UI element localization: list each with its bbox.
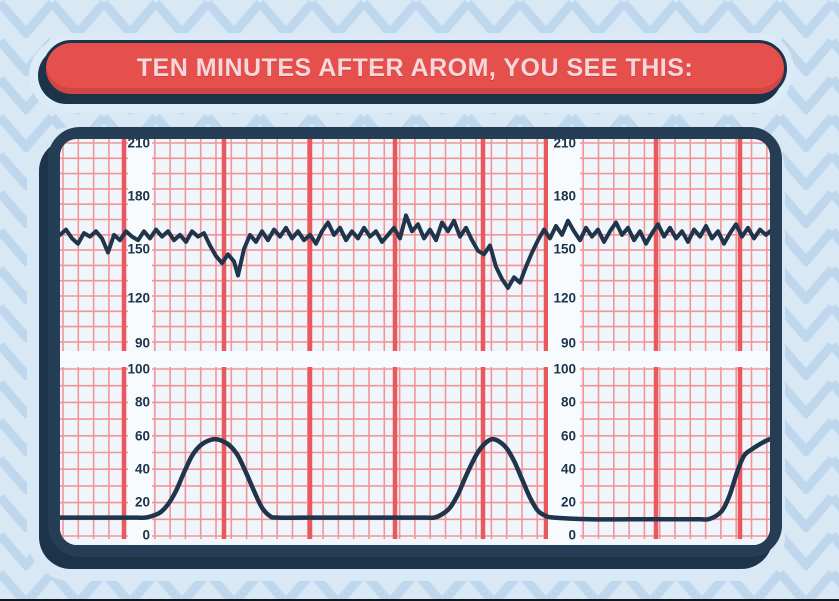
ctg-strip-screen: 210 180 150 120 90 100 80 60 40 20 0 210 180 150 120 90… xyxy=(60,139,770,545)
fhr-axis-label: 210 xyxy=(127,139,150,151)
toco-axis-label: 100 xyxy=(127,362,150,377)
toco-axis-label: 0 xyxy=(568,528,576,543)
toco-axis-label: 80 xyxy=(561,395,576,410)
toco-axis-label: 0 xyxy=(142,528,150,543)
toco-axis-label: 80 xyxy=(135,395,150,410)
toco-axis-label: 100 xyxy=(553,362,576,377)
fhr-axis-label: 150 xyxy=(127,242,150,257)
toco-axis-label: 20 xyxy=(561,495,576,510)
fhr-axis-label: 180 xyxy=(127,189,150,204)
ctg-strip-chart: 210 180 150 120 90 100 80 60 40 20 0 210 180 150 120 90… xyxy=(60,139,770,545)
title-banner: TEN MINUTES AFTER AROM, YOU SEE THIS: xyxy=(43,40,787,97)
axis-labels: 210 180 150 120 90 100 80 60 40 20 0 210 180 150 120 90… xyxy=(127,139,576,543)
fhr-axis-label: 120 xyxy=(553,291,576,306)
toco-axis-label: 60 xyxy=(135,429,150,444)
toco-axis-label: 60 xyxy=(561,429,576,444)
fhr-axis-label: 90 xyxy=(561,336,576,351)
toco-trace xyxy=(60,436,770,522)
toco-axis-label: 40 xyxy=(135,462,150,477)
title-banner-label: TEN MINUTES AFTER AROM, YOU SEE THIS: xyxy=(136,54,694,82)
image-bottom-edge xyxy=(0,599,839,601)
fhr-axis-label: 180 xyxy=(553,189,576,204)
fhr-trace xyxy=(60,213,770,290)
fhr-axis-label: 120 xyxy=(127,291,150,306)
fhr-axis-label: 210 xyxy=(553,139,576,151)
fhr-axis-label: 90 xyxy=(135,336,150,351)
fetal-monitor-frame: 210 180 150 120 90 100 80 60 40 20 0 210 180 150 120 90… xyxy=(48,127,782,557)
divider-band xyxy=(60,351,770,367)
axis-label-strip xyxy=(548,139,580,545)
fhr-axis-label: 150 xyxy=(553,242,576,257)
toco-axis-label: 40 xyxy=(561,462,576,477)
grid-thick-lines xyxy=(121,139,743,539)
axis-label-strip xyxy=(128,139,152,545)
toco-axis-label: 20 xyxy=(135,495,150,510)
